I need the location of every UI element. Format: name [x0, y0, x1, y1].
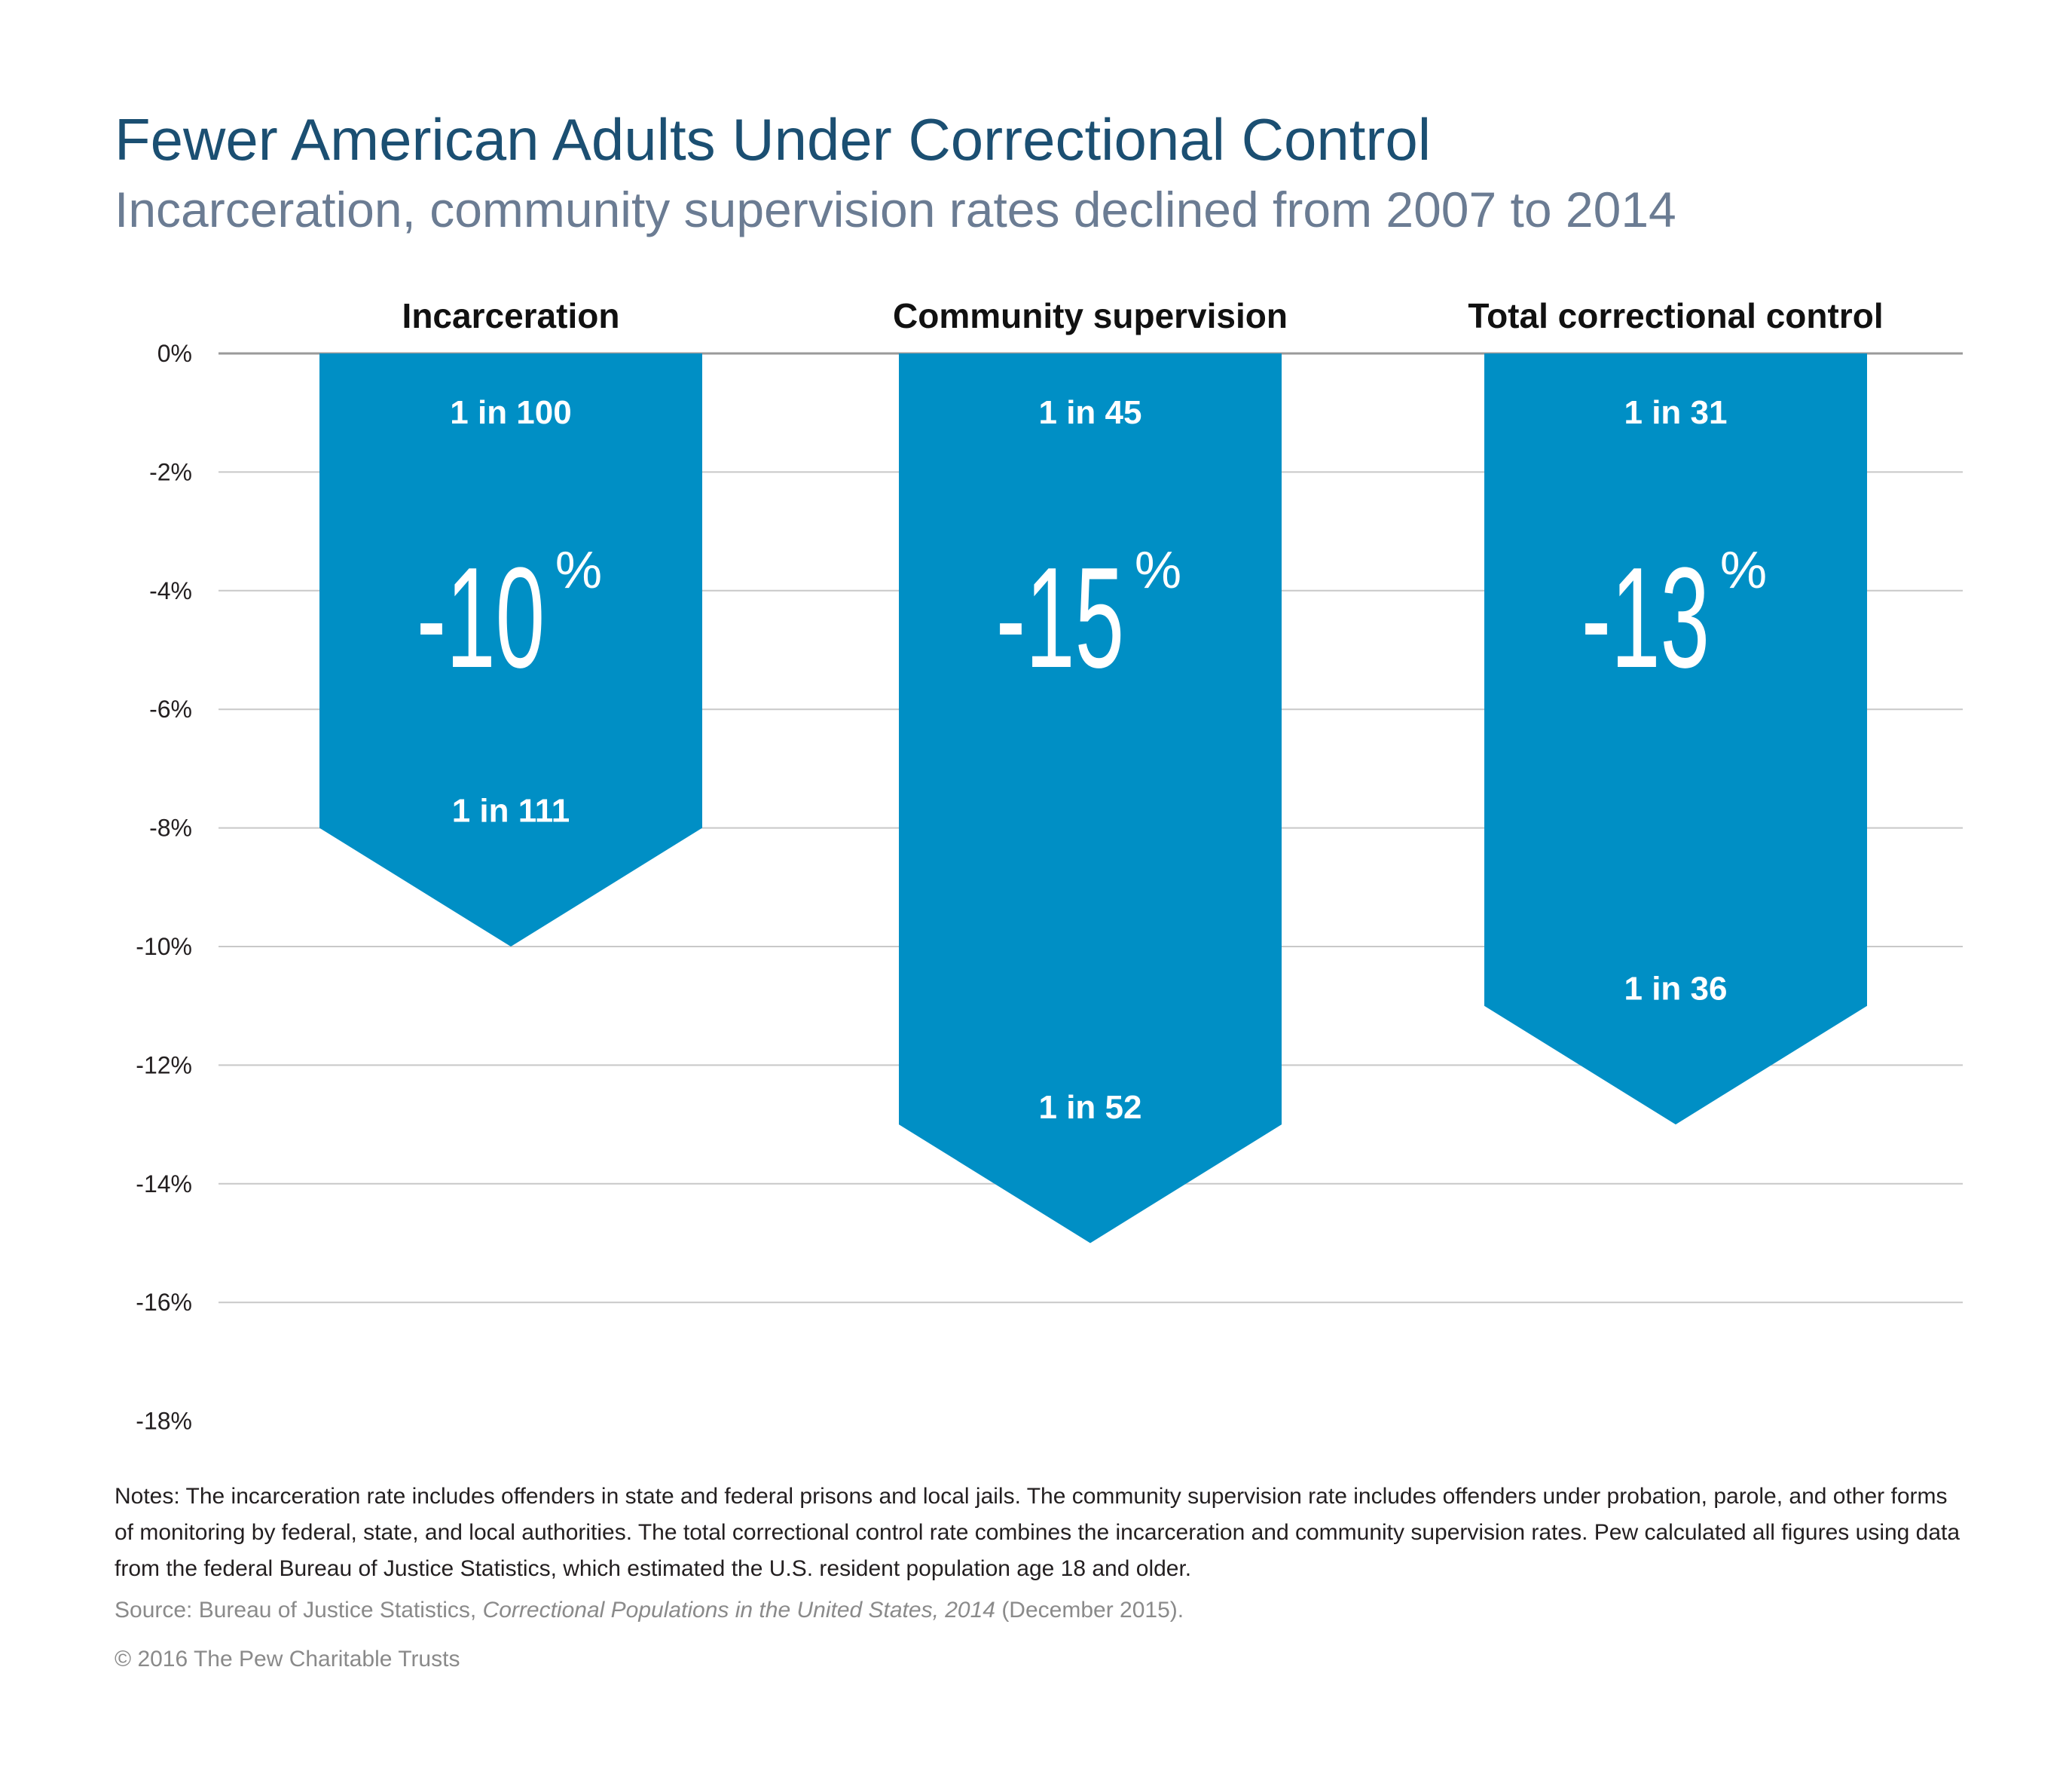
y-tick-label: -2%	[149, 458, 192, 485]
value-label: -10	[417, 538, 545, 698]
source-prefix: Source: Bureau of Justice Statistics,	[115, 1598, 483, 1623]
chart-source: Source: Bureau of Justice Statistics, Co…	[115, 1598, 1184, 1623]
source-title: Correctional Populations in the United S…	[482, 1598, 995, 1623]
y-tick-label: -8%	[149, 815, 192, 842]
y-tick-label: 0%	[157, 340, 192, 367]
source-suffix: (December 2015).	[995, 1598, 1184, 1623]
bar	[899, 353, 1282, 1243]
copyright: © 2016 The Pew Charitable Trusts	[115, 1647, 460, 1672]
value-unit-label: %	[1720, 540, 1767, 599]
y-tick-label: -10%	[136, 933, 192, 960]
end-rate-label: 1 in 52	[1039, 1089, 1142, 1126]
end-rate-label: 1 in 36	[1624, 971, 1728, 1008]
start-rate-label: 1 in 100	[450, 394, 571, 431]
end-rate-label: 1 in 111	[452, 793, 570, 830]
y-tick-label: -4%	[149, 577, 192, 604]
chart: 0% -2% -4% -6% -8% -10% -12% -14% -16% -18% Incarc…	[136, 296, 1963, 1435]
chart-title: Fewer American Adults Under Correctional…	[115, 106, 1432, 173]
y-tick-label: -18%	[136, 1408, 192, 1435]
bar	[319, 353, 702, 947]
value-label: -13	[1582, 538, 1710, 698]
start-rate-label: 1 in 45	[1039, 394, 1142, 431]
chart-notes: Notes: The incarceration rate includes o…	[115, 1484, 1960, 1581]
category-label: Total correctional control	[1468, 296, 1883, 335]
chart-subtitle: Incarceration, community supervision rat…	[115, 182, 1676, 237]
y-tick-label: -16%	[136, 1289, 192, 1316]
start-rate-label: 1 in 31	[1624, 394, 1728, 431]
bar	[1484, 353, 1867, 1125]
y-tick-label: -6%	[149, 696, 192, 723]
category-label: Incarceration	[402, 296, 620, 335]
value-label: -15	[996, 538, 1124, 698]
value-unit-label: %	[555, 540, 602, 599]
y-tick-label: -12%	[136, 1051, 192, 1078]
value-unit-label: %	[1135, 540, 1181, 599]
y-tick-label: -14%	[136, 1170, 192, 1197]
category-label: Community supervision	[893, 296, 1288, 335]
